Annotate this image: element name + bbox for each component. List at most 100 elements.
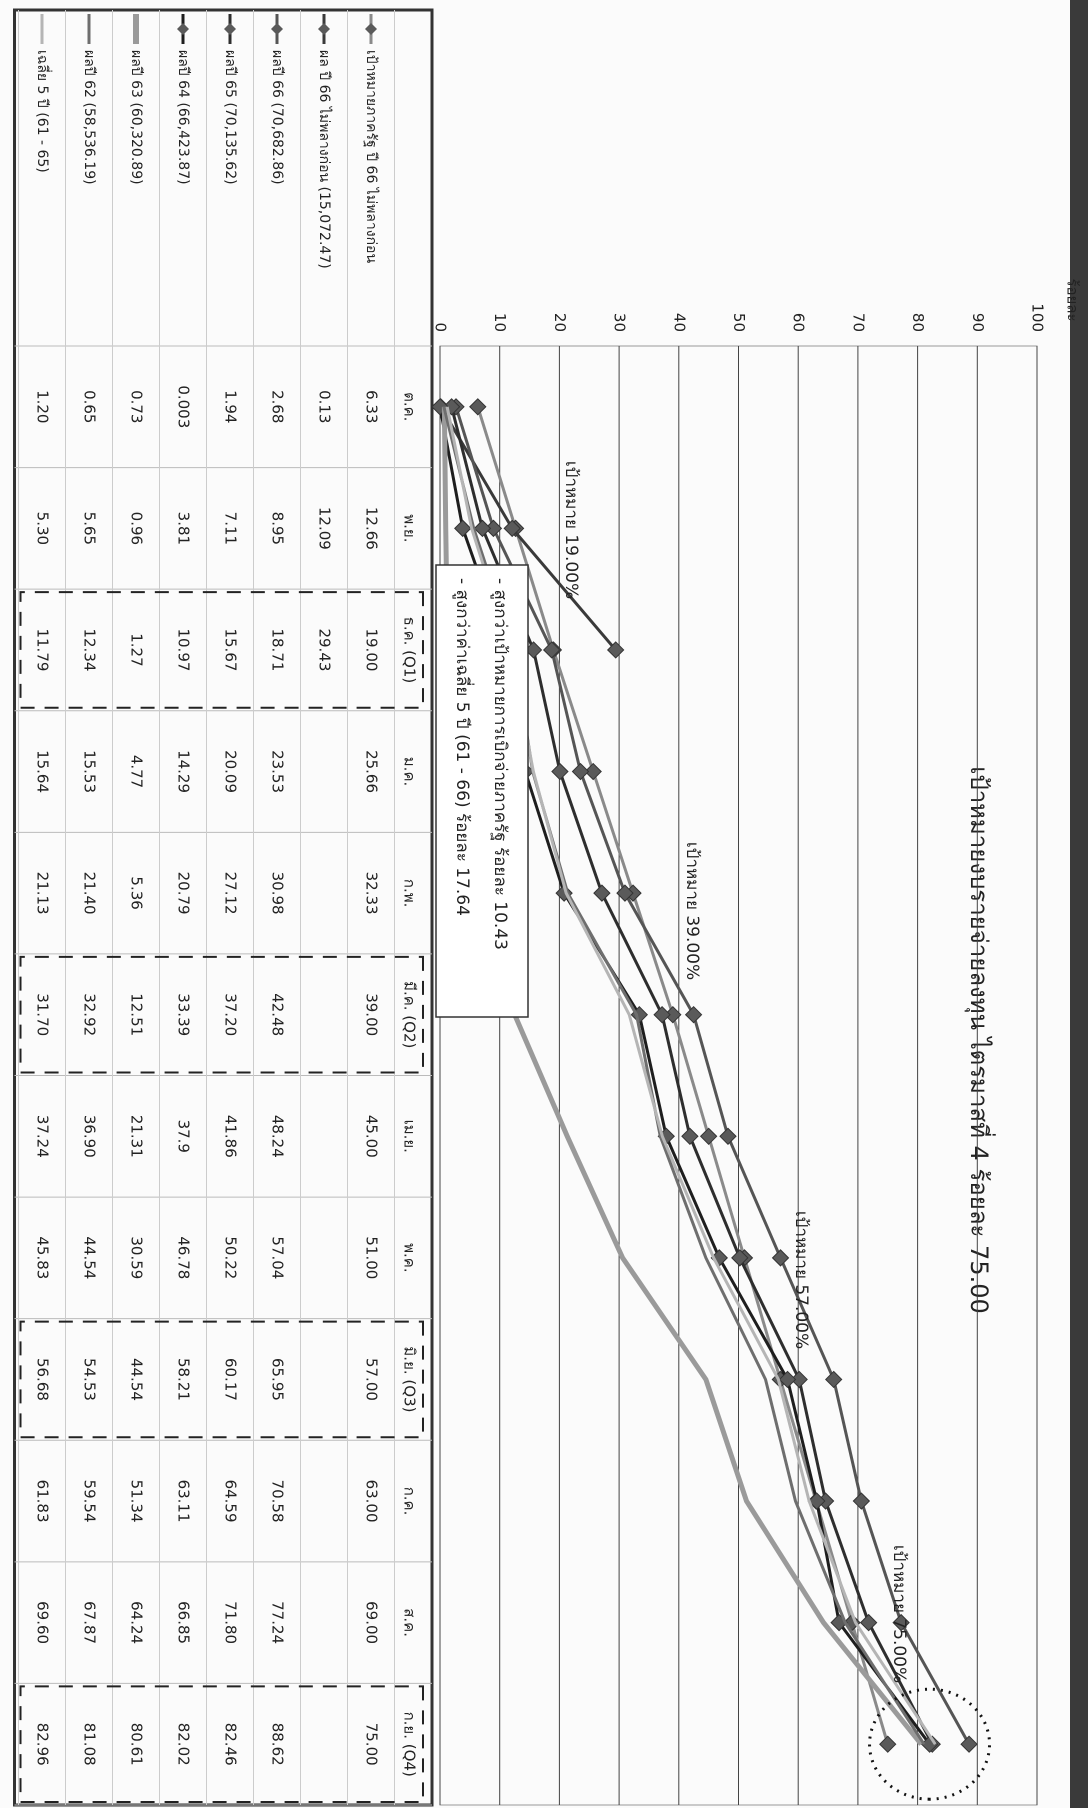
- legend-label: ผล ปี 66 ไม่พลางก่อน (15,072.47): [316, 50, 333, 269]
- table-cell: 64.59: [222, 1480, 240, 1523]
- table-cell: 54.53: [81, 1358, 99, 1401]
- x-tick-label: ก.ค.: [401, 1487, 419, 1516]
- table-cell: 3.81: [175, 512, 193, 545]
- legend-label: เฉลี่ย 5 ปี (61 - 65): [34, 50, 52, 173]
- table-cell: 39.00: [363, 993, 381, 1036]
- x-tick-label: มิ.ย. (Q3): [401, 1346, 419, 1412]
- note-line: - สูงกว่าค่าเฉลี่ย 5 ปี (61 - 66) ร้อยละ…: [452, 578, 475, 916]
- x-tick-label: ก.ย. (Q4): [401, 1712, 419, 1777]
- table-cell: 12.09: [316, 507, 334, 550]
- table-cell: 44.54: [128, 1358, 146, 1401]
- y-tick-label: 60: [790, 313, 808, 332]
- legend-label: ผลปี 66 (70,682.86): [269, 50, 285, 185]
- table-cell: 20.09: [222, 750, 240, 793]
- note-box: [436, 565, 528, 1017]
- x-tick-label: ม.ค.: [401, 757, 419, 786]
- table-cell: 33.39: [175, 993, 193, 1036]
- table-cell: 21.13: [34, 872, 52, 915]
- y-tick-label: 40: [670, 313, 688, 332]
- table-cell: 11.79: [34, 628, 52, 671]
- table-cell: 82.96: [34, 1723, 52, 1766]
- table-cell: 48.24: [269, 1115, 287, 1158]
- table-cell: 6.33: [363, 390, 381, 423]
- table-cell: 69.60: [34, 1601, 52, 1644]
- x-tick-label: ส.ค.: [401, 1608, 419, 1637]
- x-tick-label: ธ.ค. (Q1): [401, 617, 419, 684]
- table-cell: 5.36: [128, 876, 146, 909]
- table-cell: 12.51: [128, 993, 146, 1036]
- table-cell: 30.59: [128, 1236, 146, 1279]
- table-cell: 18.71: [269, 628, 287, 671]
- y-tick-label: 70: [849, 313, 867, 332]
- table-cell: 21.40: [81, 872, 99, 915]
- table-cell: 88.62: [269, 1723, 287, 1766]
- table-cell: 2.68: [269, 390, 287, 423]
- table-cell: 67.87: [81, 1601, 99, 1644]
- chart: เป้าหมายงบรายจ่ายลงทุน ไตรมาสที่ 4 ร้อยล…: [0, 0, 1088, 1808]
- table-cell: 70.58: [269, 1480, 287, 1523]
- annotation: เป้าหมาย 19.00%: [561, 461, 581, 599]
- table-cell: 0.13: [316, 390, 334, 423]
- table-cell: 15.53: [81, 750, 99, 793]
- table-cell: 15.64: [34, 750, 52, 793]
- table-cell: 0.65: [81, 390, 99, 423]
- table-cell: 12.66: [363, 507, 381, 550]
- table-cell: 20.79: [175, 872, 193, 915]
- y-tick-label: 50: [730, 313, 748, 332]
- table-cell: 71.80: [222, 1601, 240, 1644]
- table-cell: 77.24: [269, 1601, 287, 1644]
- table-cell: 1.94: [222, 390, 240, 423]
- table-cell: 4.77: [128, 755, 146, 788]
- table-cell: 14.29: [175, 750, 193, 793]
- table-cell: 10.97: [175, 628, 193, 671]
- y-tick-label: 30: [611, 313, 629, 332]
- x-tick-label: มี.ค. (Q2): [401, 981, 419, 1048]
- y-tick-label: 100: [1029, 303, 1047, 332]
- table-cell: 29.43: [316, 628, 334, 671]
- table-cell: 5.65: [81, 512, 99, 545]
- y-tick-label: 0: [432, 322, 450, 332]
- annotation: เป้าหมาย 57.00%: [791, 1211, 811, 1349]
- table-cell: 36.90: [81, 1115, 99, 1158]
- table-cell: 81.08: [81, 1723, 99, 1766]
- x-tick-label: พ.ค.: [401, 1243, 419, 1272]
- y-axis-label: ร้อยละ: [1064, 278, 1082, 321]
- table-cell: 0.73: [128, 390, 146, 423]
- table-cell: 1.20: [34, 390, 52, 423]
- table-cell: 57.04: [269, 1236, 287, 1279]
- table-cell: 61.83: [34, 1480, 52, 1523]
- table-cell: 82.02: [175, 1723, 193, 1766]
- x-tick-label: เม.ย.: [401, 1120, 419, 1153]
- table-cell: 27.12: [222, 872, 240, 915]
- table-cell: 42.48: [269, 993, 287, 1036]
- table-cell: 51.34: [128, 1480, 146, 1523]
- y-tick-label: 80: [909, 313, 927, 332]
- table-cell: 7.11: [222, 512, 240, 545]
- y-tick-label: 90: [969, 313, 987, 332]
- table-cell: 37.9: [175, 1120, 193, 1153]
- legend-label: ผลปี 64 (66,423.87): [175, 50, 191, 185]
- table-cell: 69.00: [363, 1601, 381, 1644]
- page: เป้าหมายงบรายจ่ายลงทุน ไตรมาสที่ 4 ร้อยล…: [0, 0, 1088, 1808]
- table-cell: 0.003: [175, 385, 193, 428]
- table-cell: 57.00: [363, 1358, 381, 1401]
- legend-label: ผลปี 63 (60,320.89): [128, 50, 144, 185]
- table-cell: 75.00: [363, 1723, 381, 1766]
- table-cell: 63.00: [363, 1480, 381, 1523]
- table-cell: 64.24: [128, 1601, 146, 1644]
- background: [0, 0, 1088, 1808]
- table-cell: 8.95: [269, 512, 287, 545]
- table-cell: 25.66: [363, 750, 381, 793]
- table-cell: 59.54: [81, 1480, 99, 1523]
- scan-edge: [1070, 0, 1088, 1808]
- table-cell: 37.20: [222, 993, 240, 1036]
- legend-label: ผลปี 62 (58,536.19): [81, 50, 97, 185]
- table-cell: 30.98: [269, 872, 287, 915]
- y-tick-label: 20: [551, 313, 569, 332]
- table-cell: 46.78: [175, 1236, 193, 1279]
- legend-label: เป้าหมายภาครัฐ ปี 66 ไม่พลางก่อน: [363, 50, 380, 263]
- table-cell: 60.17: [222, 1358, 240, 1401]
- table-cell: 15.67: [222, 628, 240, 671]
- x-tick-label: พ.ย.: [401, 514, 419, 542]
- table-cell: 32.33: [363, 872, 381, 915]
